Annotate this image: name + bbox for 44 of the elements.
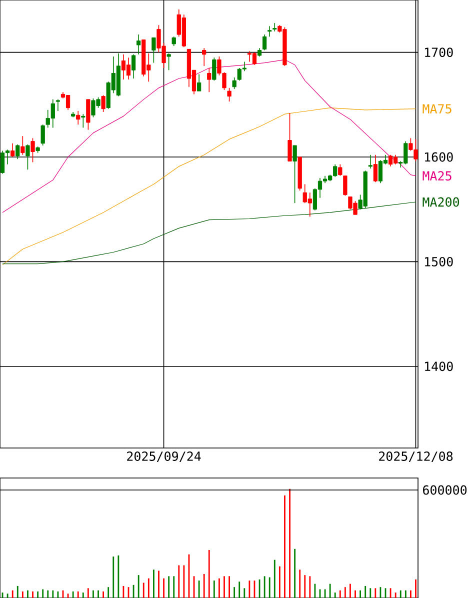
candlestick: [202, 48, 206, 66]
line-series: [2, 202, 416, 264]
candlestick: [16, 144, 20, 160]
candlestick: [20, 136, 25, 156]
candlestick: [343, 175, 348, 196]
candlestick: [227, 88, 232, 102]
candlestick: [40, 124, 45, 146]
candlestick: [232, 77, 236, 90]
candlestick: [166, 52, 171, 71]
candlestick: [86, 99, 90, 130]
candlestick: [268, 26, 272, 38]
candlestick: [101, 94, 106, 112]
candlestick: [26, 144, 30, 170]
text: 600000: [423, 485, 467, 495]
candlestick: [56, 99, 60, 112]
candlestick: [272, 22, 277, 32]
y-tick-label: 1500: [425, 256, 453, 266]
candlestick: [196, 74, 202, 92]
candlestick: [368, 154, 372, 169]
candlestick: [81, 114, 86, 128]
candlestick: [262, 34, 267, 51]
candlestick: [373, 154, 378, 183]
series-label: MA25: [422, 171, 452, 181]
candlestick: [136, 34, 141, 55]
line-series: [2, 59, 416, 213]
x-tick-label: 2025/09/24: [127, 452, 201, 462]
candlestick: [207, 68, 212, 93]
candlestick: [131, 54, 136, 79]
candlestick: [212, 57, 216, 81]
candlestick: [292, 145, 297, 204]
candlestick: [172, 36, 176, 46]
y-tick-label: 1400: [425, 362, 453, 372]
y-tick-label: 1600: [425, 152, 453, 162]
candlestick: [338, 164, 342, 176]
series-label: MA75: [422, 104, 452, 114]
candlestick: [10, 142, 15, 158]
candlestick: [152, 37, 156, 64]
x-tick-label: 2025/12/08: [379, 452, 453, 462]
candlestick: [76, 110, 80, 125]
candlestick: [288, 112, 292, 162]
y-tick-label: 1700: [425, 48, 453, 58]
line-series: [2, 108, 416, 266]
candlestick: [30, 138, 35, 163]
series-label: MA200: [422, 197, 460, 207]
